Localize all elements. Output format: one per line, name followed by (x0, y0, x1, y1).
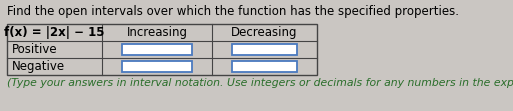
Bar (122, 44, 192, 55)
Bar (232, 44, 297, 55)
Text: Positive: Positive (12, 43, 57, 56)
Text: Find the open intervals over which the function has the specified properties.: Find the open intervals over which the f… (7, 5, 459, 18)
Text: Negative: Negative (12, 60, 65, 73)
Text: (Type your answers in interval notation. Use integers or decimals for any number: (Type your answers in interval notation.… (7, 78, 513, 88)
Bar (7, 24, 317, 75)
Bar (232, 61, 297, 72)
Text: Decreasing: Decreasing (231, 26, 298, 39)
Text: Increasing: Increasing (127, 26, 187, 39)
Bar (122, 61, 192, 72)
Text: f(x) = |2x| − 15: f(x) = |2x| − 15 (4, 26, 105, 39)
